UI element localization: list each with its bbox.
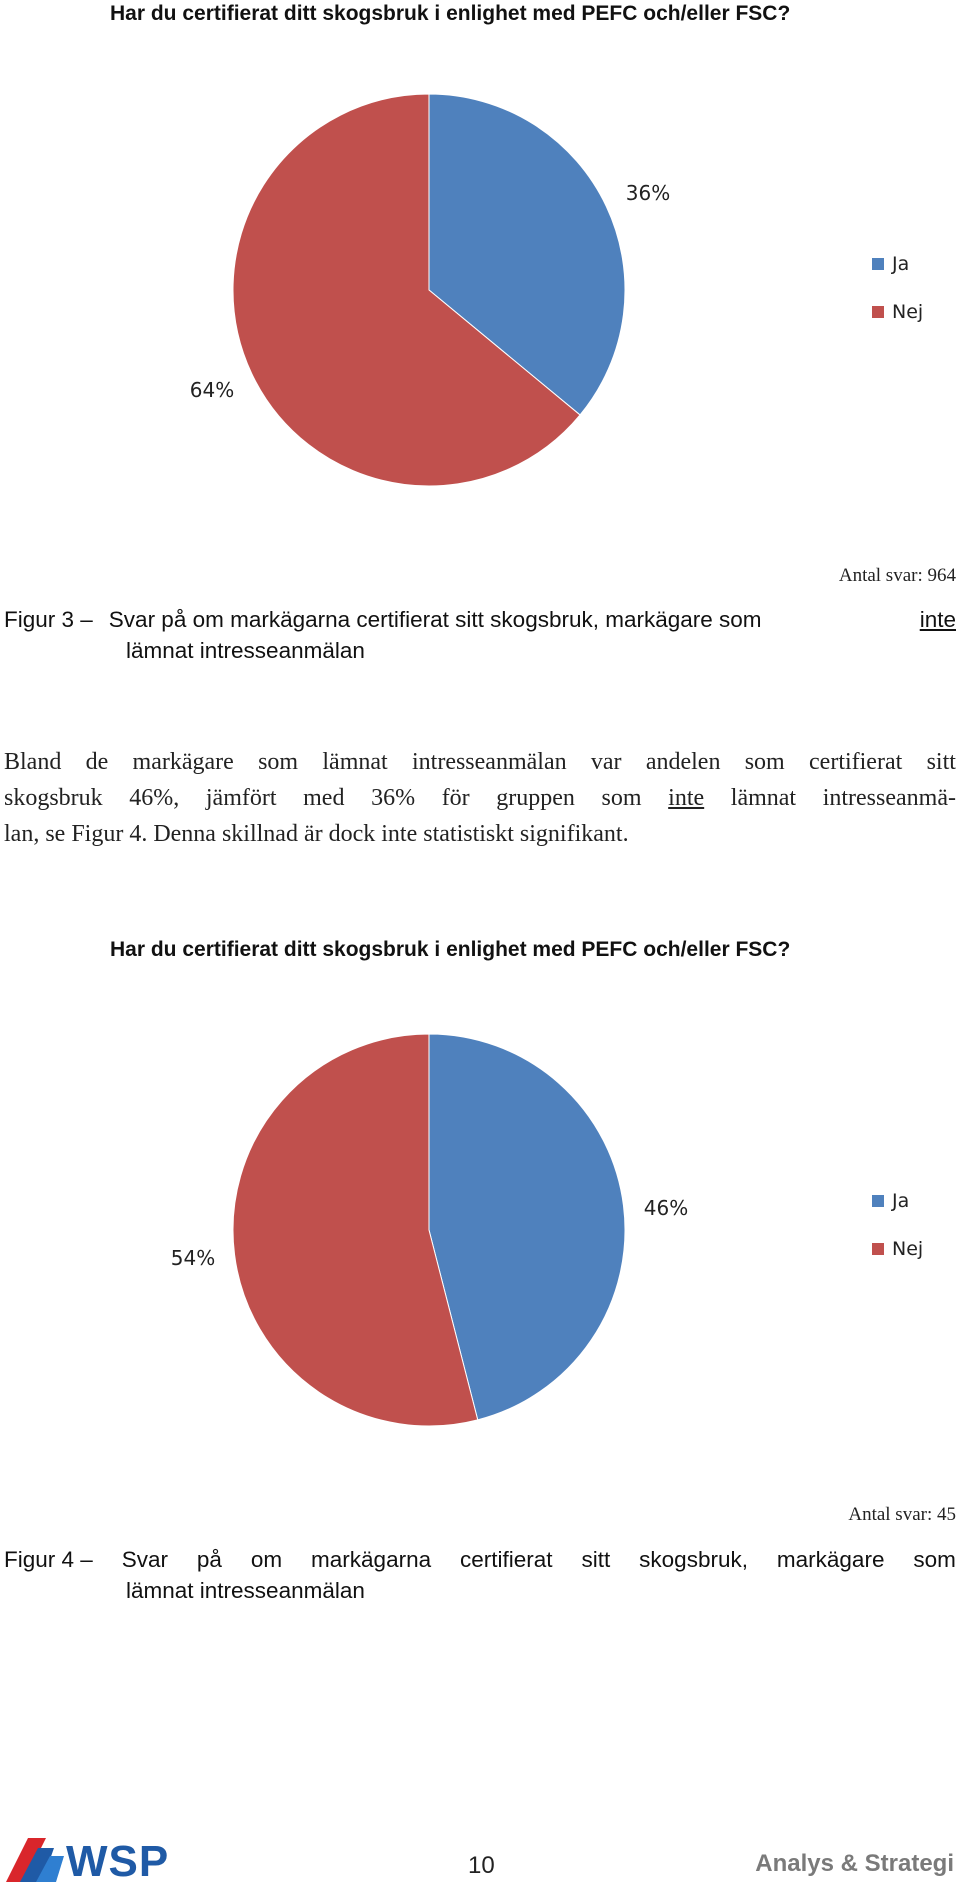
word: som bbox=[744, 749, 785, 775]
word: markägare bbox=[776, 1547, 885, 1572]
word: markägare bbox=[132, 749, 234, 775]
legend-swatch-nej bbox=[872, 1243, 884, 1255]
word: andelen bbox=[645, 749, 721, 775]
word: 46%, bbox=[129, 785, 180, 811]
word: lämnat bbox=[730, 785, 797, 811]
word: skogsbruk bbox=[4, 785, 103, 811]
word: Svar bbox=[121, 1547, 168, 1572]
legend-swatch-ja bbox=[872, 1195, 884, 1207]
caption-line-2: lämnat intresseanmälan bbox=[126, 1578, 365, 1603]
pie-chart-figure-4: 46% 54% bbox=[171, 1033, 688, 1427]
legend-label-ja: Ja bbox=[892, 1190, 910, 1212]
word: skogsbruk, bbox=[639, 1547, 748, 1572]
figure-caption: Figur 3 – Svar på om markägarna certifie… bbox=[4, 604, 956, 666]
legend-label-nej: Nej bbox=[892, 1238, 924, 1260]
caption-prefix: Figur 4 – bbox=[4, 1547, 93, 1572]
legend-item-nej: Nej bbox=[872, 1236, 923, 1262]
paragraph-line-3: lan, se Figur 4. Denna skillnad är dock … bbox=[4, 821, 629, 847]
legend-item-ja: Ja bbox=[872, 1188, 923, 1214]
word: de bbox=[85, 749, 109, 775]
answer-count: Antal svar: 964 bbox=[838, 565, 956, 586]
legend-swatch-nej bbox=[872, 306, 884, 318]
caption-text: Svar på om markägarna certifierat sitt s… bbox=[109, 604, 956, 635]
caption-line-1: Figur 4 – Svar på om markägarna certifierat si… bbox=[4, 1544, 956, 1575]
figure-caption: Figur 4 – Svar på om markägarna certifierat si… bbox=[4, 1544, 956, 1606]
underlined-word: inte bbox=[668, 785, 705, 811]
data-label-nej: 64% bbox=[190, 378, 234, 402]
word: lämnat bbox=[322, 749, 388, 775]
word: sitt bbox=[926, 749, 956, 775]
word: på bbox=[196, 1547, 222, 1572]
paragraph-line-2: skogsbruk 46%, jämfört med 36% för gruppen som i… bbox=[4, 780, 956, 816]
word: jämfört bbox=[205, 785, 277, 811]
wsp-logo: WSP bbox=[6, 1836, 188, 1884]
word: intresseanmälan bbox=[411, 749, 567, 775]
legend-swatch-ja bbox=[872, 258, 884, 270]
word: om bbox=[250, 1547, 283, 1572]
legend-item-nej: Nej bbox=[872, 299, 923, 325]
legend-label-nej: Nej bbox=[892, 301, 924, 323]
answer-count: Antal svar: 45 bbox=[848, 1504, 956, 1525]
word: som bbox=[913, 1547, 956, 1572]
chart-legend: Ja Nej bbox=[872, 251, 923, 347]
page-footer: WSP 10 Analys & Strategi bbox=[0, 1830, 960, 1890]
word: sitt bbox=[581, 1547, 611, 1572]
legend-item-ja: Ja bbox=[872, 251, 923, 277]
word: som bbox=[601, 785, 642, 811]
word: 36% bbox=[371, 785, 416, 811]
word: för bbox=[441, 785, 470, 811]
pie-slice-ja bbox=[428, 1033, 626, 1421]
word: certifierat bbox=[460, 1547, 553, 1572]
caption-line-2: lämnat intresseanmälan bbox=[126, 638, 365, 663]
pie-slice-nej bbox=[232, 1033, 479, 1427]
data-label-ja: 36% bbox=[626, 181, 670, 205]
word: intresseanmä- bbox=[822, 785, 956, 811]
legend-label-ja: Ja bbox=[892, 253, 910, 275]
paragraph-line-1: Bland de markägare som lämnat intresseanmälan… bbox=[4, 744, 956, 780]
caption-text-part: Svar på om markägarna certifierat sitt s… bbox=[108, 607, 762, 632]
pie-chart-figure-3: 36% 64% bbox=[190, 93, 670, 487]
chart-figure-3: Har du certifierat ditt skogsbruk i enli… bbox=[0, 0, 960, 560]
chart-title: Har du certifierat ditt skogsbruk i enli… bbox=[110, 2, 791, 25]
word: som bbox=[258, 749, 299, 775]
page-number: 10 bbox=[468, 1852, 495, 1879]
caption-underlined-word: inte bbox=[919, 607, 956, 632]
word: gruppen bbox=[496, 785, 575, 811]
chart-title: Har du certifierat ditt skogsbruk i enli… bbox=[110, 938, 791, 961]
word: Bland bbox=[4, 749, 62, 775]
body-paragraph: Bland de markägare som lämnat intresseanmälan… bbox=[4, 744, 956, 852]
caption-prefix: Figur 3 – bbox=[4, 607, 93, 632]
pie-slice-nej bbox=[232, 93, 581, 487]
chart-legend: Ja Nej bbox=[872, 1188, 923, 1284]
logo-mark-icon bbox=[6, 1838, 64, 1882]
word: var bbox=[590, 749, 622, 775]
logo-text: WSP bbox=[66, 1837, 170, 1886]
data-label-nej: 54% bbox=[171, 1246, 215, 1270]
word: certifierat bbox=[809, 749, 903, 775]
chart-figure-4: Har du certifierat ditt skogsbruk i enli… bbox=[0, 938, 960, 1498]
data-label-ja: 46% bbox=[644, 1196, 688, 1220]
footer-section-label: Analys & Strategi bbox=[755, 1850, 954, 1877]
pie-slice-ja bbox=[428, 93, 626, 416]
word: markägarna bbox=[311, 1547, 432, 1572]
word: med bbox=[303, 785, 345, 811]
